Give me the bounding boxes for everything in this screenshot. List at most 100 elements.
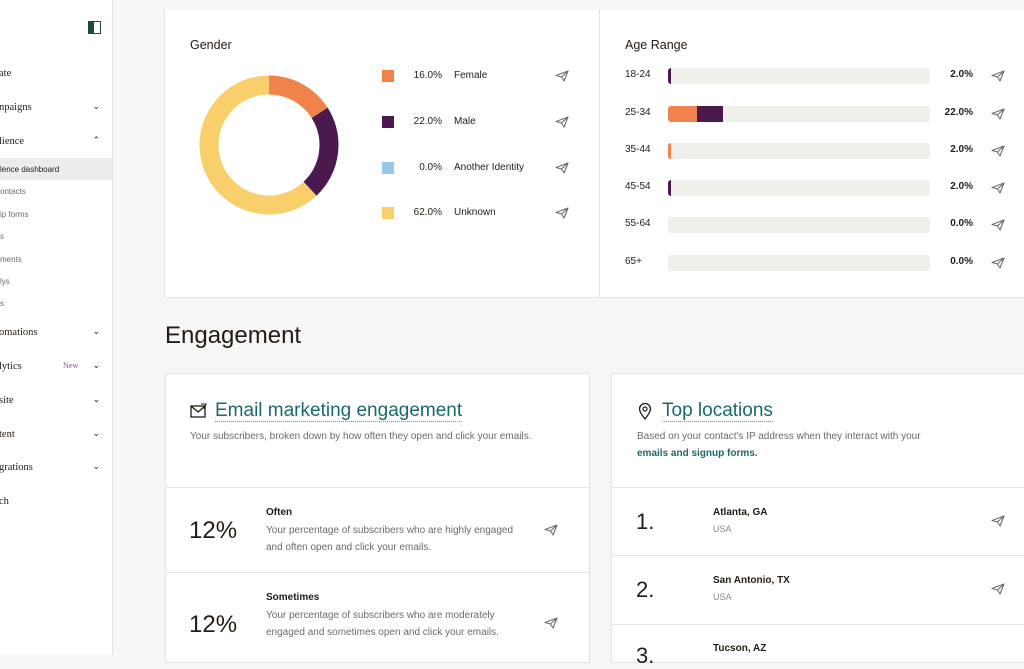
legend-percentage: 22.0% bbox=[413, 116, 442, 127]
age-range-bar-track bbox=[668, 217, 930, 233]
age-range-label: 18-24 bbox=[625, 69, 651, 80]
legend-percentage: 16.0% bbox=[413, 70, 442, 81]
send-icon[interactable] bbox=[991, 145, 1005, 157]
location-country: USA bbox=[713, 592, 732, 602]
divider bbox=[166, 572, 589, 573]
send-icon[interactable] bbox=[991, 257, 1005, 269]
legend-label: Unknown bbox=[454, 207, 496, 218]
chevron-down-icon: ⌄ bbox=[92, 360, 100, 370]
send-icon[interactable] bbox=[991, 583, 1005, 595]
location-city: San Antonio, TX bbox=[713, 575, 790, 586]
sidebar-subitem-tags[interactable]: s bbox=[0, 232, 4, 241]
age-range-percentage: 22.0% bbox=[944, 107, 973, 118]
age-range-row: 18-24 2.0% bbox=[625, 68, 975, 84]
location-city: Tucson, AZ bbox=[713, 643, 767, 654]
age-range-bar-fill bbox=[668, 106, 697, 122]
gender-legend-row: 62.0% Unknown bbox=[382, 207, 572, 221]
top-locations-subtitle: Based on your contact's IP address when … bbox=[637, 428, 1007, 462]
send-icon[interactable] bbox=[991, 70, 1005, 82]
legend-swatch bbox=[382, 207, 394, 219]
often-title: Often bbox=[266, 507, 293, 518]
sometimes-description: Your percentage of subscribers who are m… bbox=[266, 610, 499, 638]
sidebar-item-label: lience bbox=[0, 136, 25, 147]
age-range-label: 55-64 bbox=[625, 218, 651, 229]
age-range-row: 55-64 0.0% bbox=[625, 217, 975, 233]
top-locations-subtitle-text: Based on your contact's IP address when … bbox=[637, 431, 921, 442]
often-description: Your percentage of subscribers who are h… bbox=[266, 525, 514, 553]
age-range-bar-fill bbox=[668, 143, 671, 159]
email-engagement-heading[interactable]: Email marketing engagement bbox=[215, 400, 463, 422]
location-city: Atlanta, GA bbox=[713, 507, 768, 518]
send-icon[interactable] bbox=[991, 515, 1005, 527]
donut-slice-unknown bbox=[199, 75, 339, 215]
age-range-percentage: 0.0% bbox=[950, 256, 973, 267]
location-country: USA bbox=[713, 524, 732, 534]
send-icon[interactable] bbox=[555, 207, 569, 219]
chevron-down-icon: ⌄ bbox=[92, 326, 100, 336]
sidebar-item-label: ate bbox=[0, 68, 12, 79]
sidebar-item-label: ch bbox=[0, 496, 9, 507]
chevron-down-icon: ⌄ bbox=[92, 394, 100, 404]
often-percentage: 12% bbox=[189, 517, 238, 544]
age-range-percentage: 0.0% bbox=[950, 218, 973, 229]
sometimes-title: Sometimes bbox=[266, 592, 320, 603]
legend-label: Another Identity bbox=[454, 162, 525, 173]
send-icon[interactable] bbox=[555, 116, 569, 128]
demographics-divider bbox=[599, 10, 600, 298]
donut-slice-male bbox=[199, 75, 339, 215]
gender-donut-chart bbox=[199, 75, 339, 215]
sidebar-subitem-contacts[interactable]: ontacts bbox=[0, 187, 26, 196]
age-range-bar-fill bbox=[697, 106, 723, 122]
send-icon[interactable] bbox=[991, 219, 1005, 231]
divider bbox=[166, 487, 589, 488]
send-icon[interactable] bbox=[991, 182, 1005, 194]
legend-label: Male bbox=[454, 116, 476, 127]
age-range-row: 35-44 2.0% bbox=[625, 143, 975, 159]
age-range-percentage: 2.0% bbox=[950, 69, 973, 80]
emails-signup-forms-link[interactable]: emails and signup forms. bbox=[637, 448, 758, 459]
sidebar-item-label: site bbox=[0, 395, 14, 406]
sidebar-toggle-icon[interactable] bbox=[88, 21, 101, 34]
sidebar-subitem-more[interactable]: s bbox=[0, 299, 4, 308]
send-icon[interactable] bbox=[555, 70, 569, 82]
location-rank: 2. bbox=[636, 577, 655, 602]
send-icon[interactable] bbox=[544, 617, 558, 629]
legend-swatch bbox=[382, 70, 394, 82]
sidebar-item-label: tent bbox=[0, 429, 15, 440]
sidebar: ate npaigns ⌄ lience ⌃ lence dashboard o… bbox=[0, 0, 113, 655]
sidebar-subitem-segments[interactable]: ments bbox=[0, 255, 22, 264]
legend-percentage: 62.0% bbox=[413, 207, 442, 218]
legend-percentage: 0.0% bbox=[419, 162, 442, 173]
sidebar-item-label: grations bbox=[0, 462, 33, 473]
location-pin-icon bbox=[638, 403, 652, 421]
age-range-bar-track bbox=[668, 143, 930, 159]
send-icon[interactable] bbox=[544, 524, 558, 536]
send-icon[interactable] bbox=[555, 162, 569, 174]
gender-legend-row: 22.0% Male bbox=[382, 116, 572, 130]
age-range-label: 25-34 bbox=[625, 107, 651, 118]
sometimes-percentage: 12% bbox=[189, 611, 238, 638]
age-range-bar-track bbox=[668, 255, 930, 271]
gender-legend-row: 0.0% Another Identity bbox=[382, 162, 572, 176]
chevron-down-icon: ⌄ bbox=[92, 461, 100, 471]
email-engagement-subtitle: Your subscribers, broken down by how oft… bbox=[190, 431, 532, 442]
divider bbox=[612, 487, 1024, 488]
sidebar-subitem-signup-forms[interactable]: ip forms bbox=[0, 210, 29, 219]
sidebar-item-label: lytics bbox=[0, 361, 22, 372]
sidebar-item-label: omations bbox=[0, 327, 38, 338]
gender-legend-row: 16.0% Female bbox=[382, 70, 572, 84]
sidebar-subitem-audience-dashboard[interactable]: lence dashboard bbox=[0, 165, 60, 174]
mail-icon bbox=[190, 403, 207, 418]
age-range-row: 45-54 2.0% bbox=[625, 180, 975, 196]
sidebar-item-label: npaigns bbox=[0, 102, 32, 113]
chevron-down-icon: ⌄ bbox=[92, 101, 100, 111]
age-range-bar-track bbox=[668, 68, 930, 84]
age-range-bar-track bbox=[668, 106, 930, 122]
age-range-row: 65+ 0.0% bbox=[625, 255, 975, 271]
sidebar-subitem-surveys[interactable]: lys bbox=[0, 277, 10, 286]
send-icon[interactable] bbox=[991, 108, 1005, 120]
divider bbox=[612, 624, 1024, 625]
divider bbox=[612, 555, 1024, 556]
top-locations-heading[interactable]: Top locations bbox=[662, 400, 773, 422]
age-range-bar-track bbox=[668, 180, 930, 196]
